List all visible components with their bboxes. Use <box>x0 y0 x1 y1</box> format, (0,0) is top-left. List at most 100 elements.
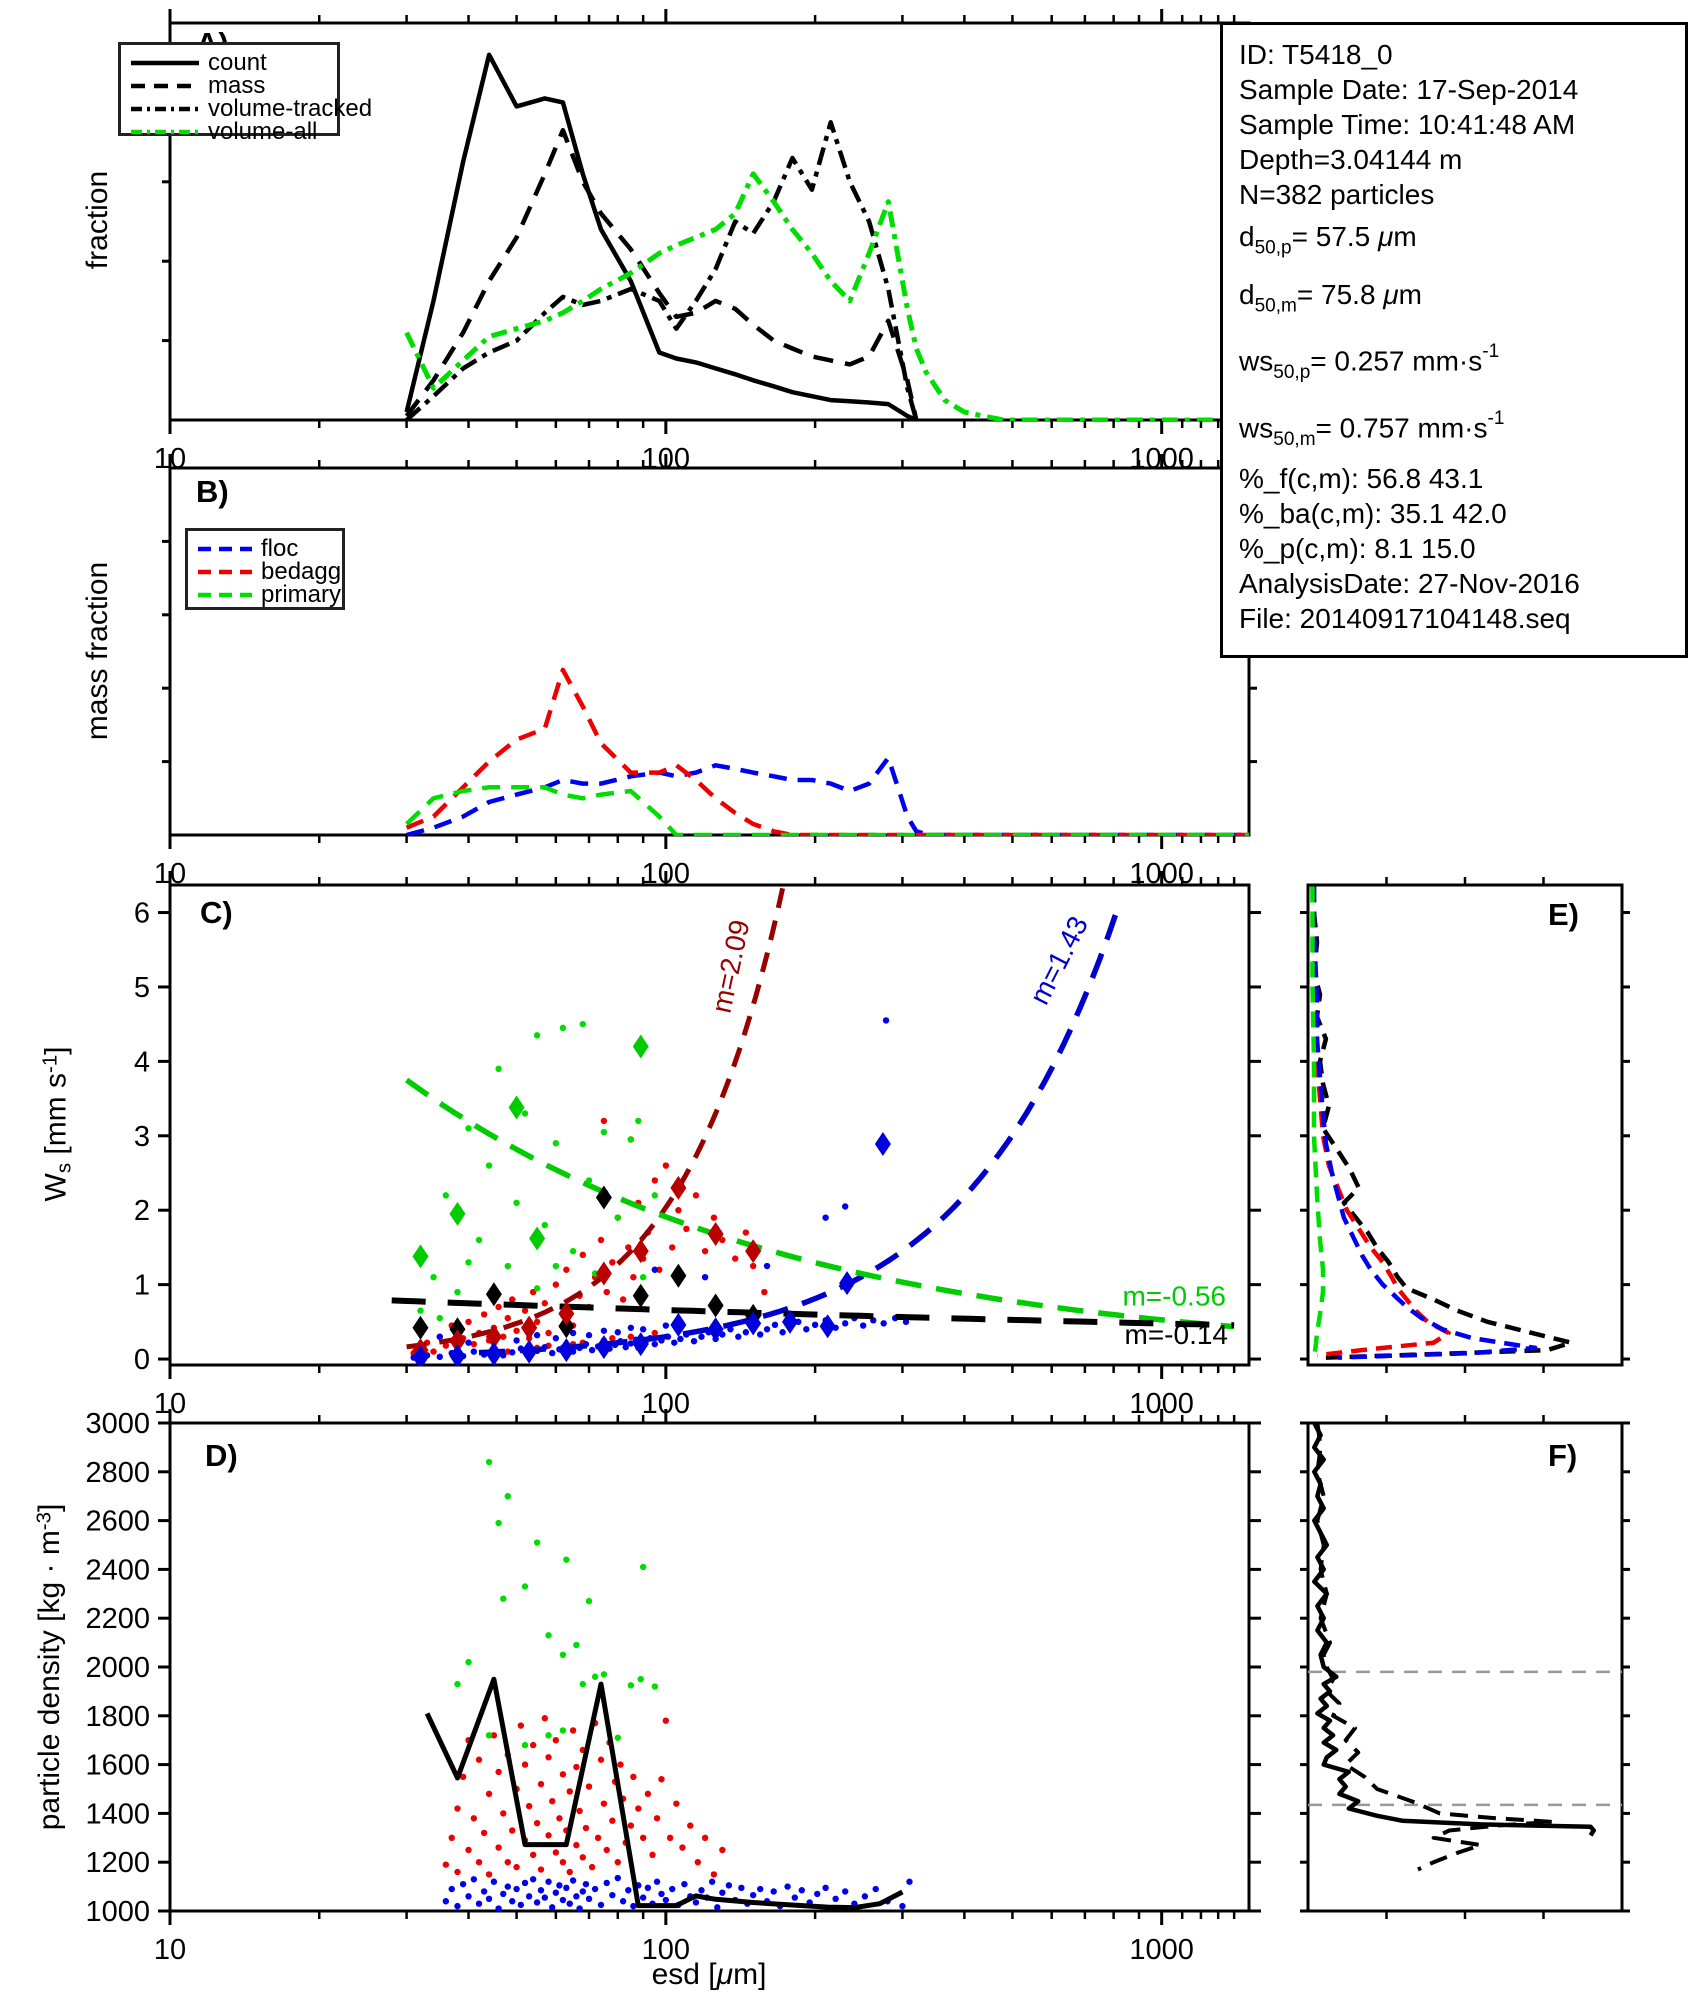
panel-d-dot-bedagg-density <box>470 1815 478 1822</box>
panel-c-dot-bedagg-dots <box>662 1162 670 1169</box>
panel-d-dot-primary-density <box>533 1539 541 1546</box>
panel-d-dot-floc-density <box>591 1885 599 1893</box>
panel-b-series-floc <box>406 755 1249 836</box>
panel-d-dot-floc-density <box>791 1894 798 1901</box>
panel-c-diamond-all-median <box>558 1314 575 1339</box>
panel-d-dot-floc-density <box>552 1889 560 1896</box>
panel-d-dot-bedagg-density <box>653 1815 661 1822</box>
info-line-2: Sample Time: 10:41:48 AM <box>1239 109 1576 140</box>
legend-label-mass: mass <box>208 72 266 99</box>
panel-c-dot-primary-dots <box>569 1247 577 1255</box>
panel-c-dot-floc-dots <box>436 1353 443 1361</box>
panel-c-dot-floc-dots <box>757 1331 764 1338</box>
panel-c-dot-primary-dots <box>442 1192 450 1199</box>
panel-d-dot-bedagg-density <box>545 1832 552 1839</box>
panel-c-dot-floc-dots <box>859 1322 867 1329</box>
panel-c-diamond-all-median <box>412 1315 429 1340</box>
panel-a-series-count <box>404 52 918 421</box>
info-line-0: ID: T5418_0 <box>1239 39 1393 70</box>
panel-c-diamond-floc-median <box>819 1314 836 1339</box>
panel-d-dot-primary-density <box>639 1563 647 1571</box>
panel-d-dot-floc-density <box>485 1895 493 1903</box>
panel-d-dot-floc-density <box>556 1882 563 1889</box>
legend-label-count: count <box>208 49 267 76</box>
panel-c-dot-bedagg-dots <box>692 1192 700 1199</box>
panel-d-dot-floc-density <box>814 1890 821 1898</box>
panel-c-dot-bedagg-dots <box>521 1307 529 1314</box>
panel-c-dot-bedagg-dots <box>552 1281 560 1288</box>
legend-label-primary: primary <box>261 581 342 608</box>
clip-c <box>391 887 1235 1366</box>
panel-c-dot-primary-dots <box>533 1032 541 1039</box>
legend-item-floc: floc <box>196 537 342 561</box>
panel-d-dot-bedagg-density <box>627 1822 635 1829</box>
panel-c-dot-primary-dots <box>541 1221 548 1229</box>
panel-d-frame <box>168 1421 1251 1913</box>
panel-c-dot-floc-dots <box>614 1329 621 1336</box>
panel-c-diamond-bedagg-median <box>745 1239 762 1264</box>
panel-d-dot-floc-density <box>465 1893 472 1900</box>
panel-d-dot-floc-density <box>573 1893 580 1900</box>
panel-d-dot-bedagg-density <box>566 1868 573 1876</box>
panel-d-dot-floc-density <box>798 1887 805 1894</box>
panel-a-series-mass <box>404 127 919 421</box>
info-line-5: d50,p= 57.5 μm <box>1239 221 1417 259</box>
panel-d-dot-primary-density <box>627 1682 635 1689</box>
panel-b-legend: floc bedagg primary <box>185 528 345 610</box>
panel-c-dot-bedagg-dots <box>480 1311 488 1318</box>
svg-text:2000: 2000 <box>85 1652 150 1684</box>
legend-item-volume-tracked: volume-tracked <box>129 97 372 121</box>
panel-d-dot-floc-density <box>757 1885 764 1893</box>
svg-text:10: 10 <box>154 1934 186 1966</box>
panel-c-dot-bedagg-dots <box>541 1300 548 1307</box>
panel-c-dot-floc-dots <box>882 1017 890 1024</box>
panel-c-diamond-primary-median <box>412 1244 429 1269</box>
panel-d-dot-bedagg-density <box>603 1846 610 1854</box>
panel-c-fit-all-fit <box>391 1297 1235 1329</box>
clip-d <box>424 1458 913 1912</box>
panel-d-dot-bedagg-density <box>509 1827 516 1834</box>
info-line-6: d50,m= 75.8 μm <box>1239 278 1422 317</box>
panel-c-dot-floc-dots <box>552 1335 560 1342</box>
panel-d-dot-bedagg-density <box>475 1756 483 1763</box>
panel-d-dot-floc-density <box>614 1874 621 1882</box>
panel-c-fit-floc-fit <box>478 907 1121 1356</box>
panel-c-diamond-floc-median <box>521 1339 538 1364</box>
panel-c-dot-primary-dots <box>513 1199 520 1206</box>
panel-d-dot-bedagg-density <box>485 1871 493 1878</box>
panel-c-diamond-primary-median <box>508 1095 525 1120</box>
panel-c-dot-bedagg-dots <box>600 1117 608 1125</box>
panel-d-dot-bedagg-density <box>537 1780 545 1788</box>
svg-text:1400: 1400 <box>85 1798 150 1830</box>
panel-d-dot-bedagg-density <box>448 1834 455 1842</box>
legend-label-volume-tracked: volume-tracked <box>208 95 373 122</box>
panel-c-dot-primary-dots <box>635 1117 642 1125</box>
panel-d-dot-floc-density <box>582 1880 590 1888</box>
panel-c-dot-floc-dots <box>588 1346 596 1354</box>
panel-c-dot-floc-dots <box>671 1339 678 1346</box>
panel-c-dot-bedagg-dots <box>597 1236 605 1244</box>
panel-d-dot-bedagg-density <box>582 1824 590 1832</box>
panel-c-diamond-floc-median <box>412 1345 429 1366</box>
panel-c-diamond-floc-median <box>670 1312 687 1337</box>
panel-d-dot-bedagg-density <box>573 1841 580 1849</box>
panel-c-diamond-all-median <box>632 1283 649 1308</box>
panel-d-tag: D) <box>205 1438 238 1473</box>
panel-c-dot-floc-dots <box>662 1322 670 1329</box>
panel-c-tag: C) <box>200 895 233 930</box>
info-line-4: N=382 particles <box>1239 179 1435 210</box>
panel-d-dot-primary-density <box>573 1641 580 1649</box>
panel-d-dot-bedagg-density <box>552 1849 560 1856</box>
panel-d-dot-bedagg-density <box>597 1756 605 1763</box>
panel-d-dot-bedagg-density <box>500 1810 507 1817</box>
panel-c-dot-primary-dots <box>627 1136 635 1143</box>
panel-d-dot-floc-density <box>563 1884 570 1892</box>
panel-b-series-bedagg <box>405 667 1249 836</box>
clip-f <box>1308 1421 1622 1872</box>
panel-d-dot-floc-density <box>644 1884 652 1892</box>
legend-line-volume-tracked <box>131 106 199 111</box>
panel-d-dot-floc-density <box>559 1896 567 1904</box>
panel-d-dot-primary-density <box>485 1732 493 1739</box>
panel-d-dot-floc-density <box>784 1883 791 1890</box>
panel-c-dot-primary-dots <box>521 1110 529 1117</box>
